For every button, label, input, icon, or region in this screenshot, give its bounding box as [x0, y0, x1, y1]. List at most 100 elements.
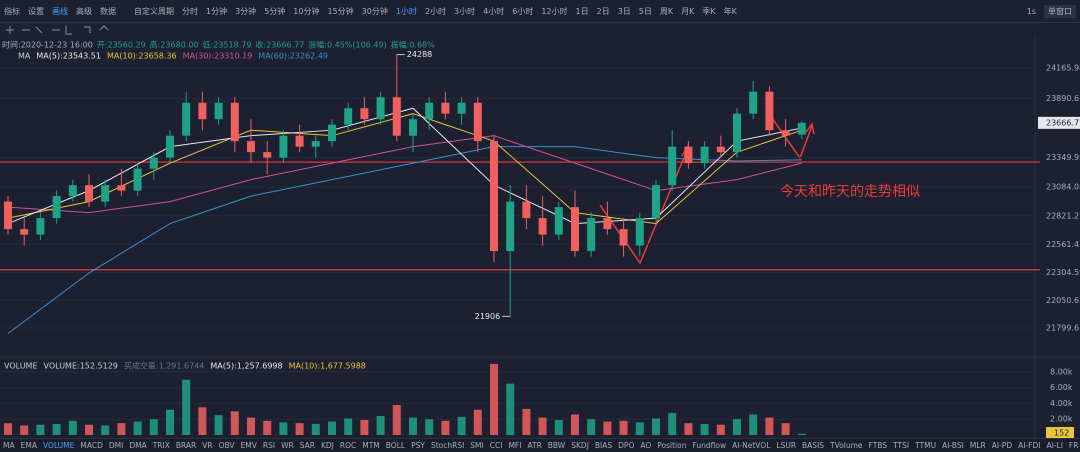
tool-button[interactable]: 画线 [52, 6, 68, 16]
volume-bar [457, 416, 466, 435]
indicator-button[interactable]: Position [657, 441, 687, 450]
window-button[interactable]: 1s [1026, 6, 1036, 16]
indicator-button[interactable]: BBW [547, 441, 566, 450]
candle-body [344, 108, 353, 125]
indicator-button[interactable]: FTBS [868, 441, 888, 450]
indicator-button[interactable]: MACD [80, 441, 103, 450]
indicator-button[interactable]: MLR [969, 441, 986, 450]
period-button[interactable]: 分时 [182, 6, 198, 16]
period-button[interactable]: 2日 [596, 6, 610, 16]
indicator-button[interactable]: BRAR [175, 441, 197, 450]
volume-legend: MA(5):1,257.6998 [210, 362, 282, 371]
tool-button[interactable]: 高级 [76, 6, 92, 16]
indicator-button[interactable]: TTMU [915, 441, 937, 450]
indicator-button[interactable]: TTSI [893, 441, 910, 450]
indicator-button[interactable]: BOLL [385, 441, 406, 450]
indicator-button[interactable]: MA [3, 441, 15, 450]
info-text: 时间:2020-12-23 16:00 [2, 40, 93, 50]
indicator-button[interactable]: ROC [339, 441, 357, 450]
indicator-button[interactable]: VR [202, 441, 213, 450]
indicator-button[interactable]: BIAS [594, 441, 613, 450]
info-text: 振幅:0.68% [391, 40, 436, 50]
indicator-button[interactable]: SKDJ [571, 441, 589, 450]
indicator-button[interactable]: WR [281, 441, 294, 450]
tool-button[interactable]: 设置 [28, 6, 44, 16]
period-button[interactable]: 1小时 [395, 6, 417, 16]
candle-body [441, 102, 450, 114]
volume-bar [473, 409, 482, 435]
indicator-button[interactable]: KDJ [320, 441, 334, 450]
volume-bar [279, 422, 288, 435]
period-button[interactable]: 30分钟 [361, 6, 388, 16]
indicator-button[interactable]: PSY [411, 441, 425, 450]
period-button[interactable]: 12小时 [541, 6, 568, 16]
period-button[interactable]: 15分钟 [327, 6, 354, 16]
indicator-button[interactable]: DMI [108, 441, 124, 450]
period-button[interactable]: 1分钟 [206, 6, 228, 16]
period-button[interactable]: 3小时 [454, 6, 476, 16]
indicator-button[interactable]: FR [1068, 441, 1079, 450]
indicator-button[interactable]: ATR [527, 441, 542, 450]
volume-bar [668, 412, 677, 435]
indicator-button[interactable]: EMV [240, 441, 257, 450]
volume-bar [198, 407, 207, 435]
ma-legend: MA(10):23658.36 [107, 52, 177, 61]
indicator-button[interactable]: DMA [129, 441, 147, 450]
indicator-button[interactable]: MFI [508, 441, 522, 450]
period-button[interactable]: 6小时 [512, 6, 534, 16]
indicator-button[interactable]: TRIX [152, 441, 170, 450]
indicator-button[interactable]: BASIS [802, 441, 825, 450]
indicator-button[interactable]: SMI [470, 441, 484, 450]
indicator-button[interactable]: Fundflow [692, 441, 727, 450]
period-button[interactable]: 1日 [575, 6, 589, 16]
period-button[interactable]: 周K [659, 6, 674, 16]
indicator-button[interactable]: AI-NetVOL [732, 441, 771, 450]
indicator-button[interactable]: DPO [618, 441, 635, 450]
candle-body [101, 185, 110, 202]
candle-body [279, 135, 288, 158]
period-button[interactable]: 月K [681, 6, 695, 16]
volume-bar [749, 414, 758, 435]
indicator-button[interactable]: VOLUME [42, 441, 75, 450]
indicator-button[interactable]: AI-PD [991, 441, 1013, 450]
candle-body [749, 91, 758, 114]
indicator-button[interactable]: SAR [299, 441, 315, 450]
period-button[interactable]: 4小时 [483, 6, 505, 16]
period-custom[interactable]: 自定义周期 [134, 6, 174, 16]
indicator-button[interactable]: AO [640, 441, 652, 450]
tool-button[interactable]: 指标 [4, 6, 20, 16]
candle-body [133, 168, 142, 191]
indicator-button[interactable]: AI-BSI [942, 441, 964, 450]
period-button[interactable]: 3日 [617, 6, 631, 16]
period-button[interactable]: 3分钟 [235, 6, 257, 16]
indicator-button[interactable]: EMA [20, 441, 37, 450]
indicator-button[interactable]: LSUR [776, 441, 797, 450]
period-button[interactable]: 年K [723, 6, 737, 16]
indicator-button[interactable]: MTM [362, 441, 380, 450]
info-text: 开:23560.29 [97, 41, 146, 50]
window-button[interactable]: 单窗口 [1044, 4, 1076, 18]
volume-bar [344, 418, 353, 435]
volume-bar [166, 409, 174, 435]
candle-body [117, 185, 126, 191]
indicator-button[interactable]: AI-FDI [1018, 441, 1041, 450]
period-button[interactable]: 5日 [638, 6, 652, 16]
indicator-button[interactable]: OBV [218, 441, 235, 450]
indicator-button[interactable]: CCI [489, 441, 503, 450]
candle-body [36, 218, 45, 235]
indicator-button[interactable]: TVolume [830, 441, 863, 450]
period-button[interactable]: 季K [702, 6, 716, 16]
ma-legend: MA(5):23543.51 [36, 52, 101, 61]
period-button[interactable]: 2小时 [424, 6, 447, 16]
period-button[interactable]: 5分钟 [264, 6, 286, 16]
volume-bar [571, 414, 579, 435]
indicator-button[interactable]: AI-LI [1046, 441, 1063, 450]
period-button[interactable]: 10分钟 [293, 6, 320, 16]
y-tick-label: 23349.92 [1046, 153, 1080, 162]
indicator-button[interactable]: StochRSI [430, 441, 465, 450]
tool-button[interactable]: 数据 [100, 6, 116, 16]
candle-body [700, 146, 709, 164]
indicator-bar: MA EMA VOLUME MACD DMI DMA TRIX BRAR VR OBV EMV RSI… [0, 438, 1080, 452]
indicator-button[interactable]: RSI [262, 441, 276, 450]
candle-body [68, 185, 77, 197]
